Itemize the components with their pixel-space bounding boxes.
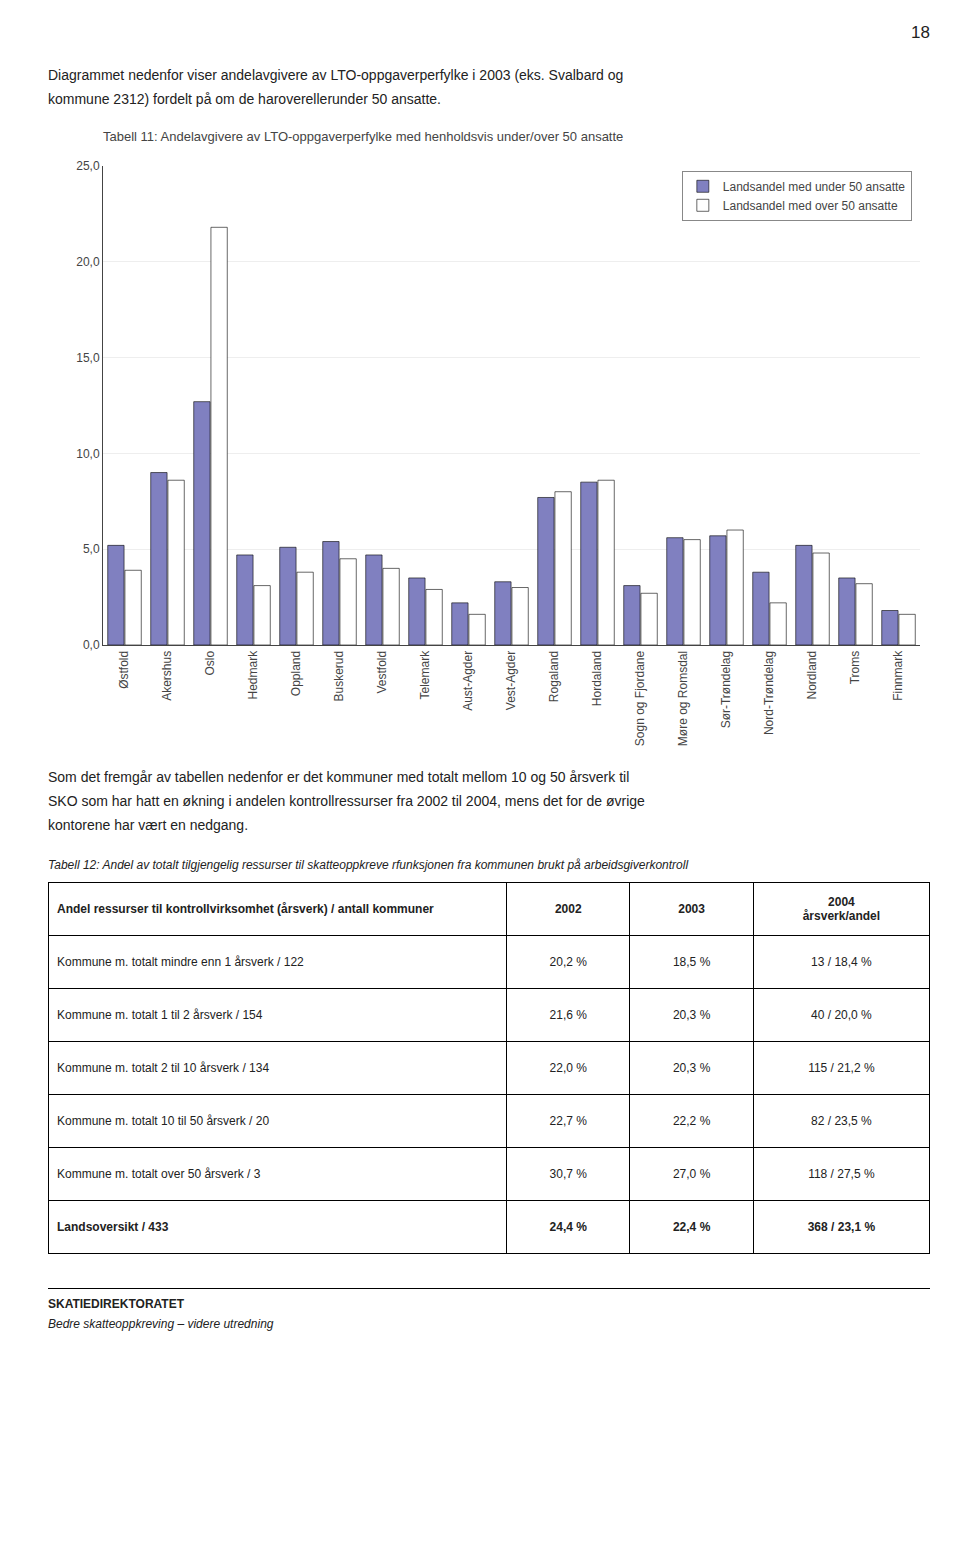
svg-text:Møre og Romsdal: Møre og Romsdal <box>676 651 690 746</box>
html-text:Kommune m. totalt over 50 årsv: Kommune m. totalt over 50 årsverk / 3 <box>57 1167 261 1181</box>
html-text:20,2 %: 20,2 % <box>549 955 587 969</box>
svg-text:Sogn og Fjordane: Sogn og Fjordane <box>633 650 647 746</box>
svg-text:25,0: 25,0 <box>76 159 100 173</box>
html-text:Kommune m. totalt 1 til 2 årsv: Kommune m. totalt 1 til 2 årsverk / 154 <box>57 1008 263 1022</box>
html-text:22,0 %: 22,0 % <box>549 1061 587 1075</box>
html-text:40 / 20,0 %: 40 / 20,0 % <box>811 1008 872 1022</box>
html-text:22,2 %: 22,2 % <box>672 1114 711 1128</box>
html-text:Andel ressurser til kontrollvi: Andel ressurser til kontrollvirksomhet (… <box>57 902 434 916</box>
svg-text:Buskerud: Buskerud <box>332 651 346 702</box>
svg-text:0,0: 0,0 <box>83 638 100 652</box>
svg-text:Hordaland: Hordaland <box>590 651 604 706</box>
svg-text:Rogaland: Rogaland <box>547 651 561 702</box>
html-text:27,0 %: 27,0 % <box>672 1167 711 1181</box>
svg-text:Tabell 11: Andelavgivere av LT: Tabell 11: Andelavgivere av LTO-oppgaver… <box>103 129 623 144</box>
html-text:21,6 %: 21,6 % <box>549 1008 587 1022</box>
html-text:30,7 %: 30,7 % <box>549 1167 587 1181</box>
html-text:18,5 %: 18,5 % <box>672 955 711 969</box>
svg-text:Aust-Agder: Aust-Agder <box>461 651 475 711</box>
html-text:2004 årsverk/andel: 2004 årsverk/andel <box>802 895 881 923</box>
svg-text:Landsandel med over 50 ansatte: Landsandel med over 50 ansatte <box>723 199 898 213</box>
html-text:2002: 2002 <box>554 902 582 916</box>
html-text:20,3 %: 20,3 % <box>672 1008 711 1022</box>
svg-text:Nordland: Nordland <box>805 651 819 700</box>
svg-text:5,0: 5,0 <box>83 542 100 556</box>
html-text:kommune 2312) fordelt på om de: kommune 2312) fordelt på om de haroverel… <box>48 91 441 107</box>
html-text:24,4 %: 24,4 % <box>549 1220 587 1234</box>
svg-text:Vestfold: Vestfold <box>375 651 389 694</box>
html-text:SKATIEDIREKTORATET: SKATIEDIREKTORATET <box>48 1297 184 1311</box>
html-text:Diagrammet nedenfor viser ande: Diagrammet nedenfor viser andelavgivere … <box>48 67 624 83</box>
html-text:kontorene har vært en nedgang.: kontorene har vært en nedgang. <box>48 817 248 833</box>
html-text:118 / 27,5 %: 118 / 27,5 % <box>808 1167 875 1181</box>
svg-text:Finnmark: Finnmark <box>891 650 905 701</box>
svg-text:20,0: 20,0 <box>76 255 100 269</box>
html-text:115 / 21,2 %: 115 / 21,2 % <box>808 1061 875 1075</box>
svg-text:Østfold: Østfold <box>117 651 131 689</box>
svg-text:Troms: Troms <box>848 651 862 685</box>
html-text:Kommune m. totalt mindre enn 1: Kommune m. totalt mindre enn 1 årsverk /… <box>57 955 304 969</box>
svg-text:Hedmark: Hedmark <box>246 650 260 700</box>
html-text:18: 18 <box>911 23 930 42</box>
html-text:82 / 23,5 %: 82 / 23,5 % <box>811 1114 872 1128</box>
html-text:Bedre skatteoppkreving – vider: Bedre skatteoppkreving – videre utrednin… <box>48 1317 274 1331</box>
html-text:22,4 %: 22,4 % <box>672 1220 711 1234</box>
svg-text:Telemark: Telemark <box>418 650 432 700</box>
svg-text:Oslo: Oslo <box>203 650 217 675</box>
html-text:SKO som har hatt en økning i a: SKO som har hatt en økning i andelen kon… <box>48 793 645 809</box>
svg-text:Akershus: Akershus <box>160 651 174 701</box>
svg-text:Vest-Agder: Vest-Agder <box>504 651 518 710</box>
svg-text:Nord-Trøndelag: Nord-Trøndelag <box>762 651 776 735</box>
html-text:Tabell 12: Andel av totalt til: Tabell 12: Andel av totalt tilgjengelig … <box>48 858 689 872</box>
html-text:22,7 %: 22,7 % <box>549 1114 587 1128</box>
html-text:20,3 %: 20,3 % <box>672 1061 711 1075</box>
svg-text:10,0: 10,0 <box>76 447 100 461</box>
html-text:Kommune m. totalt 2 til 10 års: Kommune m. totalt 2 til 10 årsverk / 134 <box>57 1061 270 1075</box>
html-text:368 / 23,1 %: 368 / 23,1 % <box>807 1220 876 1234</box>
html-text:13 / 18,4 %: 13 / 18,4 % <box>811 955 872 969</box>
html-text:2003: 2003 <box>678 902 705 916</box>
svg-text:Sør-Trøndelag: Sør-Trøndelag <box>719 651 733 729</box>
html-text:Som det fremgår av tabellen ne: Som det fremgår av tabellen nedenfor er … <box>48 769 630 785</box>
html-text:Kommune m. totalt 10 til 50 år: Kommune m. totalt 10 til 50 årsverk / 20 <box>57 1114 270 1128</box>
html-text:Landsoversikt / 433: Landsoversikt / 433 <box>57 1220 169 1234</box>
svg-text:Oppland: Oppland <box>289 651 303 696</box>
svg-text:Landsandel med under 50 ansatt: Landsandel med under 50 ansatte <box>723 180 905 194</box>
svg-text:15,0: 15,0 <box>76 351 100 365</box>
